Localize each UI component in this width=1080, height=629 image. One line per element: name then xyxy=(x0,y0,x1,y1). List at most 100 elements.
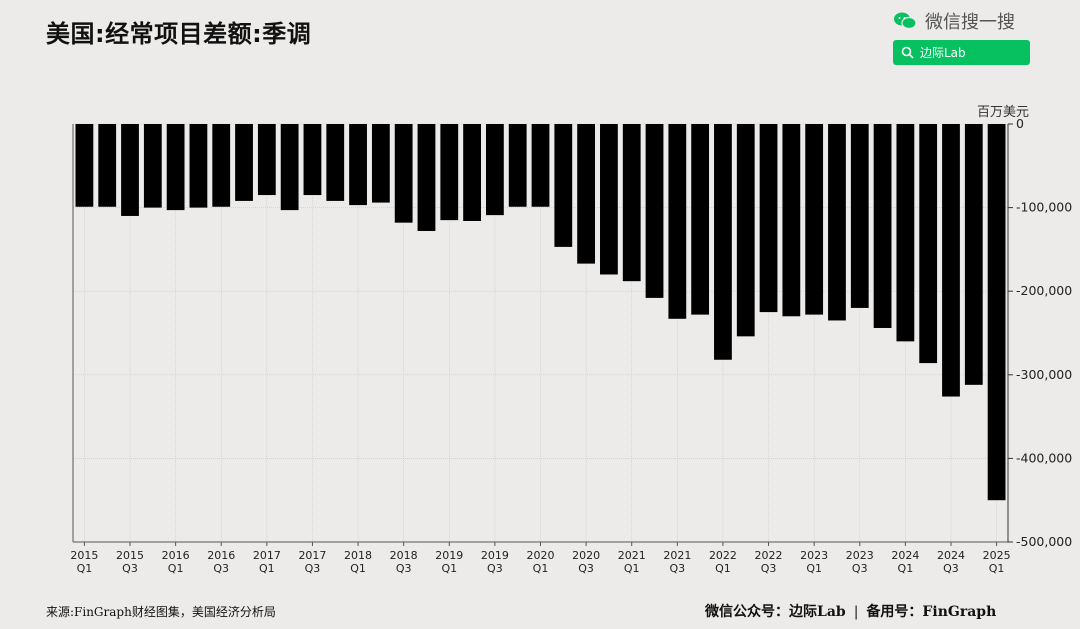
bar-2021Q3 xyxy=(668,124,687,319)
bar-2015Q1 xyxy=(75,124,94,207)
x-tick-label-quarter: Q1 xyxy=(898,562,914,575)
x-tick-label-quarter: Q1 xyxy=(77,562,93,575)
bar-2018Q4 xyxy=(417,124,436,232)
y-tick-label: -500,000 xyxy=(1016,534,1072,549)
bar-2020Q3 xyxy=(577,124,596,264)
bar-2024Q1 xyxy=(896,124,915,342)
bar-2020Q4 xyxy=(600,124,618,275)
x-tick-label-year: 2023 xyxy=(800,549,828,562)
bar-2019Q2 xyxy=(463,124,481,221)
bar-2016Q3 xyxy=(212,124,231,207)
x-tick-label-quarter: Q3 xyxy=(122,562,138,575)
bar-2022Q4 xyxy=(782,124,801,317)
x-tick-label-quarter: Q1 xyxy=(533,562,549,575)
x-tick-label-year: 2019 xyxy=(481,549,509,562)
backup-label: 备用号：FinGraph xyxy=(866,604,997,620)
y-tick-label: 0 xyxy=(1016,116,1024,131)
bar-2023Q4 xyxy=(873,124,892,328)
x-tick-label-quarter: Q1 xyxy=(624,562,640,575)
x-tick-label-quarter: Q3 xyxy=(578,562,594,575)
bar-2024Q4 xyxy=(964,124,983,385)
bar-2017Q2 xyxy=(280,124,299,211)
bar-2017Q3 xyxy=(303,124,322,196)
bar-2016Q2 xyxy=(189,124,208,208)
x-tick-label-year: 2023 xyxy=(846,549,874,562)
bar-2015Q2 xyxy=(98,124,117,207)
x-tick-label-quarter: Q1 xyxy=(441,562,457,575)
footer-separator: | xyxy=(853,604,859,620)
y-tick-label: -200,000 xyxy=(1016,283,1072,298)
account-label: 微信公众号：边际Lab xyxy=(705,604,846,620)
x-tick-label-quarter: Q3 xyxy=(943,562,959,575)
search-icon xyxy=(901,46,914,59)
x-tick-label-year: 2022 xyxy=(755,549,783,562)
y-tick-label: -400,000 xyxy=(1016,450,1072,465)
bar-2022Q3 xyxy=(759,124,778,313)
bar-2017Q4 xyxy=(326,124,345,201)
x-tick-label-year: 2016 xyxy=(162,549,190,562)
bar-2017Q1 xyxy=(257,124,276,196)
x-tick-label-year: 2016 xyxy=(207,549,235,562)
search-button[interactable]: 边际Lab xyxy=(893,40,1030,65)
bar-2024Q3 xyxy=(942,124,960,397)
bar-2016Q4 xyxy=(235,124,253,201)
x-tick-label-year: 2015 xyxy=(116,549,144,562)
x-tick-label-year: 2024 xyxy=(937,549,965,562)
bar-2018Q1 xyxy=(349,124,367,206)
wechat-icon xyxy=(893,11,917,31)
y-axis-unit-label: 百万美元 xyxy=(977,105,1030,120)
x-tick-label-year: 2015 xyxy=(70,549,98,562)
x-tick-label-quarter: Q3 xyxy=(487,562,503,575)
x-tick-label-year: 2018 xyxy=(344,549,372,562)
search-button-label: 边际Lab xyxy=(920,46,966,60)
x-tick-label-quarter: Q3 xyxy=(669,562,685,575)
x-tick-label-quarter: Q3 xyxy=(761,562,777,575)
x-tick-label-quarter: Q3 xyxy=(396,562,412,575)
bar-2019Q4 xyxy=(508,124,527,207)
x-tick-label-quarter: Q3 xyxy=(305,562,321,575)
x-tick-label-quarter: Q1 xyxy=(350,562,366,575)
bar-2022Q1 xyxy=(714,124,732,360)
x-tick-label-year: 2025 xyxy=(983,549,1011,562)
x-tick-label-year: 2019 xyxy=(435,549,463,562)
bar-2018Q3 xyxy=(394,124,413,223)
x-tick-label-quarter: Q1 xyxy=(259,562,275,575)
x-tick-label-quarter: Q1 xyxy=(806,562,822,575)
bar-2020Q1 xyxy=(531,124,550,207)
bar-2023Q1 xyxy=(805,124,824,315)
bar-2021Q1 xyxy=(622,124,641,282)
wechat-search-brand: 微信搜一搜 xyxy=(893,8,1015,34)
chart-title: 美国:经常项目差额:季调 xyxy=(46,20,312,48)
bar-2019Q3 xyxy=(485,124,504,216)
x-tick-label-quarter: Q1 xyxy=(715,562,731,575)
source-note: 来源:FinGraph财经图集，美国经济分析局 xyxy=(46,605,276,619)
bar-2018Q2 xyxy=(371,124,390,203)
bar-2016Q1 xyxy=(166,124,185,211)
bar-2024Q2 xyxy=(919,124,938,364)
bar-2015Q4 xyxy=(143,124,162,208)
y-tick-label: -300,000 xyxy=(1016,367,1072,382)
x-tick-label-year: 2017 xyxy=(298,549,326,562)
bar-2019Q1 xyxy=(440,124,459,221)
x-tick-label-year: 2024 xyxy=(891,549,919,562)
bar-2020Q2 xyxy=(554,124,573,247)
bar-2025Q1 xyxy=(987,124,1006,501)
x-tick-label-year: 2017 xyxy=(253,549,281,562)
x-tick-label-year: 2020 xyxy=(572,549,600,562)
x-tick-label-year: 2018 xyxy=(390,549,418,562)
x-tick-label-year: 2022 xyxy=(709,549,737,562)
x-tick-label-quarter: Q1 xyxy=(168,562,184,575)
bar-2023Q3 xyxy=(850,124,869,308)
x-tick-label-quarter: Q3 xyxy=(213,562,229,575)
y-tick-label: -100,000 xyxy=(1016,200,1072,215)
account-info: 微信公众号：边际Lab | 备用号：FinGraph xyxy=(705,601,996,621)
bar-2015Q3 xyxy=(121,124,139,216)
x-tick-label-quarter: Q3 xyxy=(852,562,868,575)
bar-2021Q2 xyxy=(645,124,664,298)
x-tick-label-quarter: Q1 xyxy=(989,562,1005,575)
wechat-brand-text: 微信搜一搜 xyxy=(925,12,1015,33)
bar-2021Q4 xyxy=(691,124,710,315)
x-tick-label-year: 2021 xyxy=(663,549,691,562)
bar-2022Q2 xyxy=(736,124,755,337)
